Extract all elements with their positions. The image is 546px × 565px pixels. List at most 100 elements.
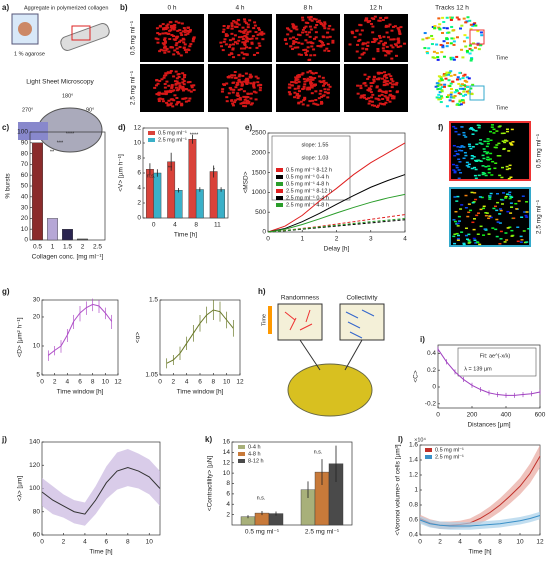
track	[525, 241, 529, 243]
x-tick-label: 6	[105, 539, 109, 546]
cell	[285, 27, 289, 30]
cell	[182, 41, 186, 44]
cell	[228, 39, 232, 42]
cell	[364, 18, 368, 21]
y-axis-label: <D> [µm² h⁻¹]	[17, 317, 24, 357]
legend-label: 2.5 mg ml⁻¹ 0-4 h	[286, 195, 329, 201]
cell	[375, 86, 379, 89]
cell	[249, 103, 253, 106]
track	[464, 234, 468, 237]
cell	[382, 49, 386, 52]
cell	[375, 85, 379, 88]
cell	[169, 102, 173, 105]
cell	[398, 33, 402, 36]
cell	[223, 83, 227, 86]
cell	[163, 37, 167, 40]
x-tick-label: 0.5 mg ml⁻¹	[245, 529, 280, 536]
annotation: **	[50, 149, 55, 155]
cell	[362, 51, 366, 54]
track	[486, 156, 490, 159]
cell	[308, 35, 312, 38]
cell	[437, 80, 441, 83]
cell	[447, 94, 451, 97]
cell	[470, 58, 474, 61]
y-tick-label: 12	[223, 459, 231, 466]
cell	[314, 18, 318, 21]
cell	[348, 43, 352, 46]
cell	[231, 102, 235, 105]
cell	[442, 20, 446, 23]
cell	[239, 88, 243, 91]
track	[494, 228, 498, 231]
cell	[360, 29, 364, 32]
cell	[296, 78, 300, 81]
cell	[300, 42, 304, 45]
cell	[258, 28, 262, 31]
track	[484, 174, 488, 177]
panel-labels: a) b) c) d) e) f) g) h) i) j) k) l)	[1, 3, 444, 444]
track	[479, 208, 483, 211]
cell	[174, 70, 178, 73]
cell	[316, 103, 320, 106]
x-tick-label: 4	[83, 539, 87, 546]
line	[267, 214, 406, 233]
track	[482, 205, 486, 208]
cell	[370, 104, 374, 107]
panel-label: k)	[205, 435, 212, 444]
y-tick-label: 12	[134, 125, 142, 132]
cell	[427, 36, 431, 39]
cell	[183, 48, 187, 51]
cell	[161, 23, 165, 26]
cell	[440, 89, 444, 92]
cell	[458, 71, 462, 74]
cell	[425, 51, 429, 54]
cell	[364, 19, 368, 22]
cell	[306, 46, 310, 49]
track	[467, 242, 471, 244]
cell	[308, 88, 312, 91]
cell	[383, 84, 387, 87]
cell	[158, 79, 162, 82]
track	[486, 142, 490, 145]
track	[455, 164, 459, 167]
cell	[382, 81, 386, 84]
cell	[321, 41, 325, 44]
track	[454, 150, 458, 153]
cell	[186, 32, 190, 35]
y-tick-label: 10	[21, 226, 29, 233]
cell	[228, 86, 232, 89]
cell	[387, 73, 391, 76]
cell	[238, 30, 242, 33]
track	[484, 212, 488, 214]
y-tick-label: 16	[223, 439, 231, 446]
x-tick-label: 8	[126, 539, 130, 546]
track	[454, 210, 458, 213]
cell	[230, 24, 234, 27]
cell	[397, 41, 401, 44]
cell	[460, 83, 464, 86]
cell	[328, 35, 332, 38]
cell	[170, 85, 174, 88]
legend-label: 0.5 mg ml⁻¹	[435, 447, 464, 453]
track	[466, 215, 470, 218]
cell	[175, 77, 179, 80]
cell	[449, 16, 453, 19]
random-arrows	[284, 309, 313, 331]
cell	[308, 86, 312, 89]
cell	[369, 88, 373, 91]
cell	[471, 83, 475, 86]
cell	[184, 97, 188, 100]
track	[520, 216, 524, 218]
cell	[254, 75, 258, 78]
bar	[217, 189, 226, 219]
cell	[222, 25, 226, 28]
cell	[163, 46, 167, 49]
cell	[240, 35, 244, 38]
cell	[461, 87, 465, 90]
cell	[175, 47, 179, 50]
cell	[252, 83, 256, 86]
cell	[322, 44, 326, 47]
cell	[190, 86, 194, 89]
annotation: ×10⁴	[414, 436, 426, 443]
panel-label: e)	[245, 123, 252, 132]
